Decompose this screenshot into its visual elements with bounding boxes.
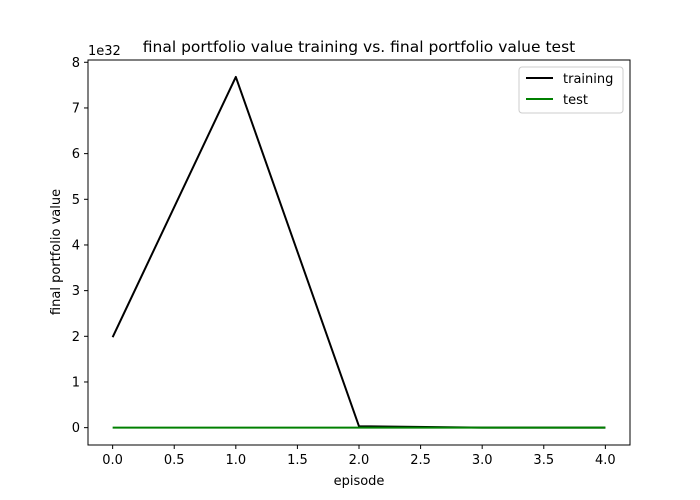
- x-tick-label: 1.0: [225, 453, 246, 468]
- y-tick-label: 0: [72, 421, 80, 436]
- y-axis-offset-text: 1e32: [88, 44, 121, 59]
- x-axis: 0.0 0.5 1.0 1.5 2.0 2.5 3.0 3.5 4.0: [102, 445, 616, 468]
- x-tick-label: 3.0: [472, 453, 493, 468]
- y-tick-label: 8: [72, 56, 80, 71]
- x-tick-label: 0.0: [102, 453, 123, 468]
- series-layer: [111, 75, 606, 429]
- y-tick-label: 4: [72, 238, 80, 253]
- legend: training test: [518, 66, 624, 114]
- plot-area: [88, 60, 630, 445]
- x-tick-label: 0.5: [164, 453, 185, 468]
- y-axis-label: final portfolio value: [49, 189, 64, 315]
- y-tick-label: 7: [72, 101, 80, 116]
- y-tick-label: 6: [72, 147, 80, 162]
- x-axis-label: episode: [334, 474, 385, 489]
- y-tick-label: 2: [72, 330, 80, 345]
- x-tick-label: 3.5: [533, 453, 554, 468]
- legend-label-training: training: [563, 72, 613, 87]
- x-tick-label: 4.0: [595, 453, 616, 468]
- y-tick-label: 3: [72, 284, 80, 299]
- x-tick-label: 2.5: [410, 453, 431, 468]
- y-tick-label: 1: [72, 375, 80, 390]
- x-tick-label: 2.0: [349, 453, 370, 468]
- y-tick-label: 5: [72, 193, 80, 208]
- y-axis: 0 1 2 3 4 5 6 7 8: [72, 56, 88, 436]
- legend-label-test: test: [563, 93, 588, 108]
- chart-title: final portfolio value training vs. final…: [143, 38, 575, 56]
- x-tick-label: 1.5: [287, 453, 308, 468]
